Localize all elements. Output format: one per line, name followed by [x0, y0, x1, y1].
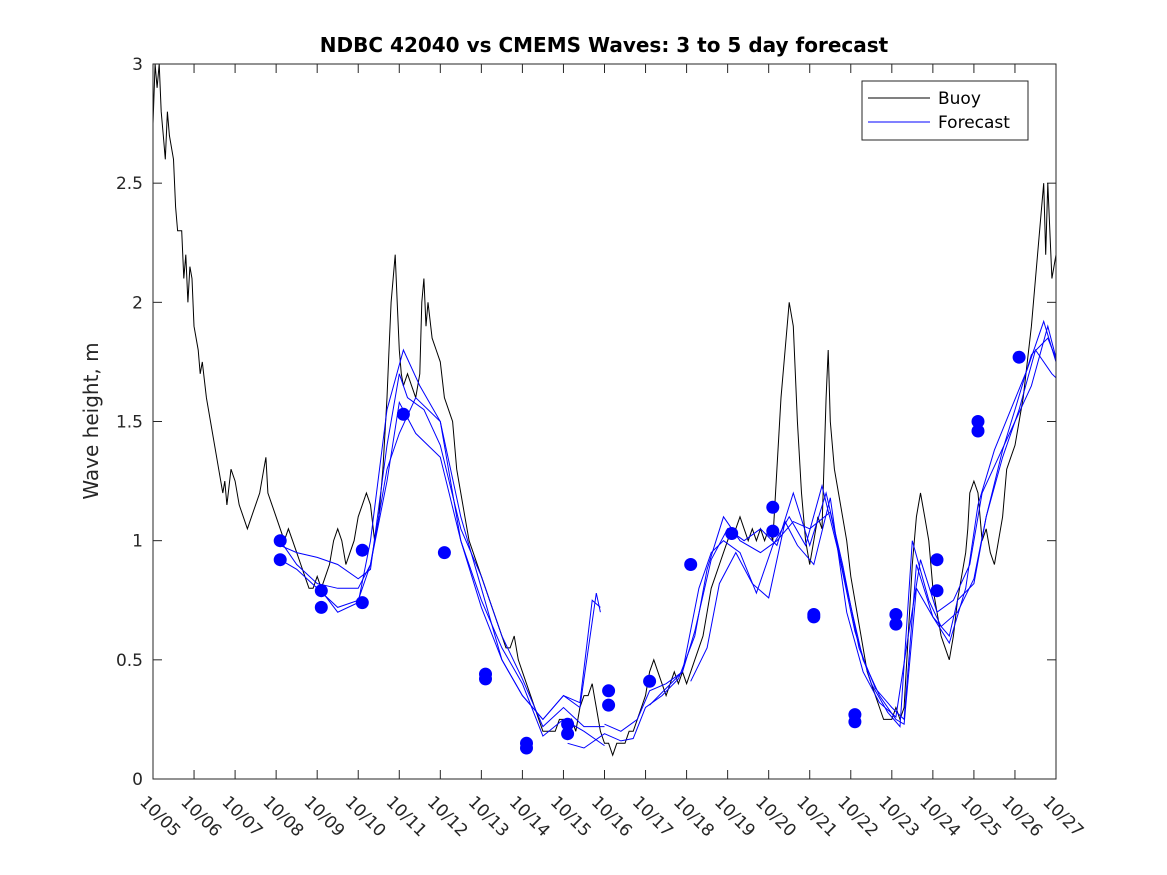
x-tick-label: 10/25 [956, 792, 1005, 841]
forecast-marker [766, 500, 780, 514]
y-tick-label: 1 [132, 532, 143, 552]
forecast-marker [848, 715, 862, 729]
forecast-series-line [690, 324, 1056, 718]
forecast-marker [643, 674, 657, 688]
x-tick-label: 10/15 [546, 792, 595, 841]
x-tick-label: 10/23 [874, 792, 923, 841]
forecast-marker [561, 717, 575, 731]
x-tick-label: 10/12 [423, 792, 472, 841]
forecast-marker [807, 610, 821, 624]
legend-box [861, 80, 1029, 141]
legend-buoy-label: Buoy [938, 89, 981, 109]
x-tick-label: 10/10 [341, 792, 390, 841]
forecast-marker [930, 553, 944, 567]
forecast-marker [437, 546, 451, 560]
legend-forecast-label: Forecast [938, 113, 1010, 133]
forecast-marker [314, 584, 328, 598]
x-tick-label: 10/13 [464, 792, 513, 841]
x-tick-label: 10/17 [628, 792, 677, 841]
forecast-marker [355, 596, 369, 610]
y-tick-label: 0.5 [116, 651, 143, 671]
forecast-series-line [320, 348, 601, 721]
forecast-marker [930, 584, 944, 598]
x-tick-label: 10/07 [218, 792, 267, 841]
legend: Buoy Forecast [861, 80, 1029, 141]
forecast-series-line [279, 400, 605, 747]
forecast-marker [971, 415, 985, 428]
x-tick-label: 10/16 [587, 792, 636, 841]
forecast-marker [684, 558, 698, 571]
x-tick-label: 10/05 [135, 792, 184, 841]
x-tick-label: 10/26 [997, 792, 1046, 841]
x-tick-label: 10/27 [1038, 792, 1087, 841]
forecast-marker [889, 617, 903, 631]
x-tick-label: 10/22 [833, 792, 882, 841]
y-tick-label: 3 [132, 55, 143, 75]
forecast-marker [766, 524, 780, 538]
x-tick-label: 10/11 [382, 792, 431, 841]
forecast-marker [273, 534, 287, 548]
forecast-marker [725, 527, 739, 540]
y-axis-label: Wave height, m [79, 342, 103, 499]
forecast-marker [602, 698, 616, 712]
y-tick-label: 2.5 [116, 174, 143, 194]
forecast-series-line [280, 373, 605, 728]
x-tick-label: 10/14 [505, 792, 554, 841]
forecast-marker [355, 543, 369, 557]
forecast-marker [1012, 350, 1026, 364]
chart-title: NDBC 42040 vs CMEMS Waves: 3 to 5 day fo… [320, 33, 889, 57]
y-tick-label: 2 [132, 293, 143, 313]
plot-area: 10/0510/0610/0710/0810/0910/1010/1110/12… [116, 55, 1087, 841]
x-tick-label: 10/19 [710, 792, 759, 841]
x-tick-label: 10/24 [915, 792, 964, 841]
forecast-marker [479, 672, 492, 686]
forecast-series-line [567, 337, 1056, 749]
forecast-marker [396, 407, 410, 421]
x-tick-label: 10/06 [177, 792, 226, 841]
forecast-marker [273, 553, 287, 567]
forecast-marker [314, 600, 328, 614]
y-tick-label: 1.5 [116, 413, 143, 433]
forecast-series-line [649, 319, 1056, 721]
y-tick-label: 0 [132, 770, 143, 790]
forecast-marker [602, 684, 616, 698]
x-tick-label: 10/09 [300, 792, 349, 841]
x-tick-label: 10/18 [669, 792, 718, 841]
axes-box [152, 63, 1057, 780]
x-tick-label: 10/08 [259, 792, 308, 841]
x-tick-label: 10/21 [792, 792, 841, 841]
forecast-marker [971, 424, 985, 438]
x-tick-label: 10/20 [751, 792, 800, 841]
forecast-marker [520, 741, 533, 755]
buoy-series-line [153, 64, 1056, 757]
forecast-marker [889, 608, 903, 621]
forecast-marker [561, 727, 575, 741]
